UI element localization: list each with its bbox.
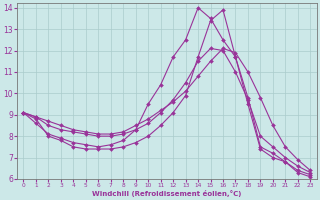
X-axis label: Windchill (Refroidissement éolien,°C): Windchill (Refroidissement éolien,°C) <box>92 190 242 197</box>
